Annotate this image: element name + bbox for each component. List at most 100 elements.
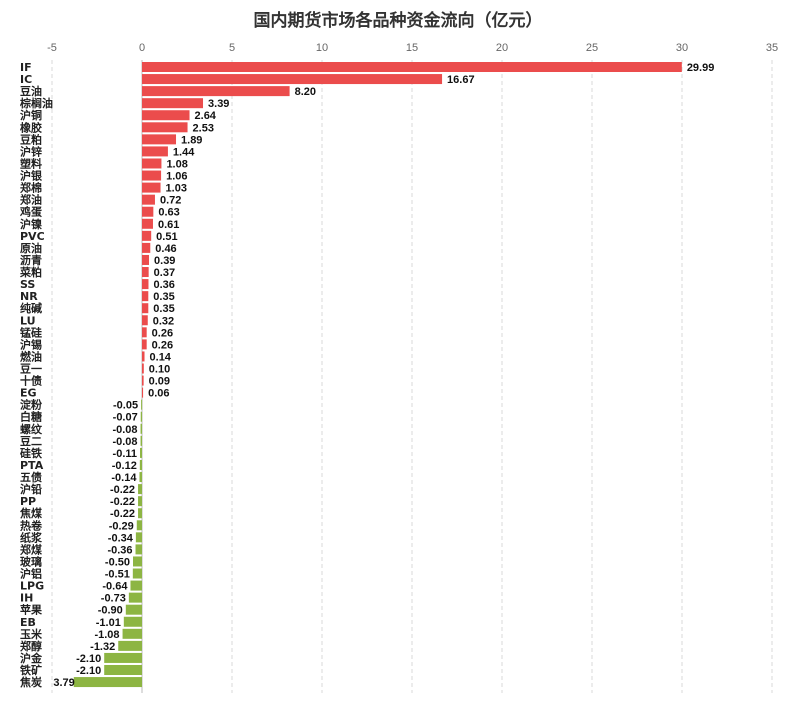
value-label: -1.01 <box>96 617 121 629</box>
bar <box>142 74 443 85</box>
category-label: 沪铝 <box>20 567 42 581</box>
value-label: -0.64 <box>102 581 128 593</box>
category-label: PVC <box>20 230 45 243</box>
value-label: 0.63 <box>158 207 179 219</box>
value-label: 0.36 <box>153 279 174 291</box>
category-label: IC <box>20 73 32 86</box>
value-label: 0.61 <box>158 219 179 231</box>
bar <box>142 230 152 241</box>
value-label: 0.10 <box>149 364 170 376</box>
category-label: 十债 <box>20 374 42 388</box>
x-tick-label: 5 <box>229 42 235 54</box>
category-label: 沪铅 <box>20 482 42 496</box>
bar <box>142 146 168 157</box>
x-tick-label: -5 <box>47 42 57 54</box>
bar <box>142 158 162 169</box>
bar <box>142 110 190 121</box>
category-label: LPG <box>20 580 44 593</box>
value-label: 16.67 <box>447 74 475 86</box>
bar <box>142 242 151 253</box>
value-label: -0.05 <box>113 400 138 412</box>
category-label: 郑煤 <box>20 542 43 556</box>
category-label: 铁矿 <box>20 663 42 677</box>
x-tick-label: 20 <box>496 42 508 54</box>
value-label: -0.08 <box>112 436 137 448</box>
category-label: 苹果 <box>20 603 42 617</box>
value-label: -0.07 <box>113 412 138 424</box>
bar <box>135 544 142 555</box>
bar <box>128 592 142 603</box>
category-label: 纯碱 <box>20 301 42 315</box>
value-label: -1.08 <box>94 629 119 641</box>
bar <box>142 206 154 217</box>
bar <box>138 508 142 519</box>
bar <box>142 375 144 386</box>
bar <box>130 580 142 591</box>
labels: IF 29.99 IC 16.67 豆油 8.20 棕榈油 3.39 沪铜 2.64 橡胶 2.53 豆… <box>19 61 714 689</box>
bar <box>142 303 149 314</box>
category-label: 豆二 <box>20 435 42 448</box>
bar <box>122 628 142 639</box>
category-label: 纸浆 <box>20 530 43 544</box>
value-label: -1.32 <box>90 641 115 653</box>
bar <box>141 399 143 410</box>
value-label: 0.32 <box>153 315 174 327</box>
value-label: 2.64 <box>195 110 217 122</box>
value-label: 0.72 <box>160 195 181 207</box>
value-label: -2.10 <box>76 653 101 665</box>
category-label: 五债 <box>20 470 42 484</box>
value-label: -0.22 <box>110 508 135 520</box>
category-label: IF <box>20 61 32 74</box>
bar <box>132 568 142 579</box>
bars <box>73 62 682 688</box>
category-label: 淀粉 <box>20 398 42 412</box>
bar <box>138 496 142 507</box>
x-tick-label: 25 <box>586 42 598 54</box>
value-label: -0.73 <box>101 593 126 605</box>
category-label: 棕榈油 <box>19 96 53 110</box>
bar <box>142 254 150 265</box>
category-label: 塑料 <box>20 156 42 170</box>
value-label: -0.22 <box>110 484 135 496</box>
x-tick-label: 35 <box>766 42 778 54</box>
category-label: 菜粕 <box>19 265 42 279</box>
bar <box>142 194 155 205</box>
value-label: 1.06 <box>166 171 187 183</box>
category-label: 沪铜 <box>20 108 42 122</box>
value-label: 0.35 <box>153 291 174 303</box>
category-label: EG <box>20 387 37 400</box>
bar <box>142 315 148 326</box>
bar <box>140 435 142 446</box>
category-label: PTA <box>20 459 44 472</box>
value-label: 3.79 <box>53 677 74 689</box>
value-label: -0.11 <box>113 448 137 460</box>
bar <box>142 62 682 72</box>
category-label: 原油 <box>20 241 42 255</box>
value-label: 1.08 <box>166 158 187 170</box>
category-label: 豆粕 <box>20 132 42 146</box>
bar <box>142 279 149 290</box>
bar <box>142 267 149 278</box>
value-label: 0.09 <box>149 376 170 388</box>
category-label: 郑油 <box>20 193 42 207</box>
bar <box>136 520 142 531</box>
x-tick-label: 30 <box>676 42 688 54</box>
category-label: 沪锡 <box>20 337 42 351</box>
value-label: -0.08 <box>112 424 137 436</box>
bar <box>142 339 147 350</box>
bar <box>142 218 153 229</box>
category-label: 硅铁 <box>20 446 42 460</box>
bar <box>142 134 177 145</box>
category-label: SS <box>20 278 35 291</box>
category-label: 沪银 <box>20 169 43 183</box>
bar <box>73 677 142 688</box>
category-label: 郑醇 <box>20 639 42 653</box>
bar <box>138 484 142 495</box>
x-axis-ticks: -5 0 5 10 15 20 25 30 35 <box>47 42 778 54</box>
bar <box>104 652 142 663</box>
value-label: 1.89 <box>181 134 202 146</box>
bar <box>140 447 142 458</box>
bar <box>140 411 142 422</box>
value-label: -0.22 <box>110 496 135 508</box>
category-label: PP <box>20 495 36 508</box>
